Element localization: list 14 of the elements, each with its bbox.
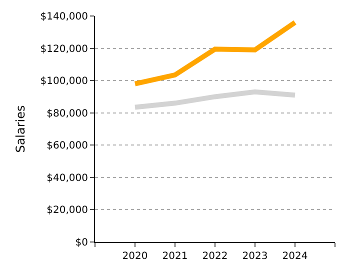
x-tick-label: 2024 bbox=[282, 251, 308, 262]
x-tick-label: 2023 bbox=[242, 251, 268, 262]
x-tick-label: 2022 bbox=[202, 251, 228, 262]
x-tick-label: 2020 bbox=[122, 251, 148, 262]
y-tick-label: $40,000 bbox=[46, 172, 88, 184]
y-tick-label: $0 bbox=[75, 238, 88, 248]
y-tick-label: $60,000 bbox=[46, 140, 88, 152]
y-tick-label: $100,000 bbox=[40, 76, 88, 88]
y-axis-title: Salaries bbox=[14, 105, 28, 153]
y-tick-label: $80,000 bbox=[46, 108, 88, 120]
y-tick-label: $20,000 bbox=[46, 205, 88, 216]
y-tick-label: $140,000 bbox=[40, 12, 88, 22]
y-tick-label: $120,000 bbox=[40, 44, 88, 55]
x-tick-label: 2021 bbox=[162, 251, 188, 262]
